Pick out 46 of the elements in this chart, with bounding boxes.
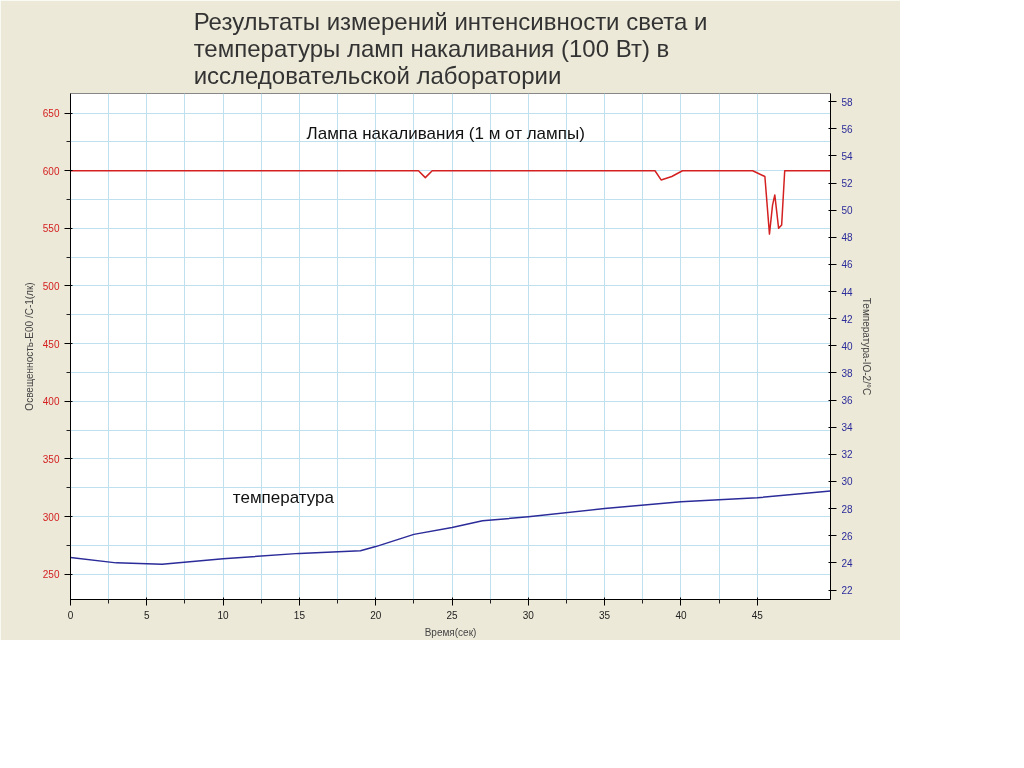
line-series: [70, 490, 831, 565]
x-tick-label: 45: [751, 609, 764, 621]
y-tick-label: 500: [42, 280, 60, 292]
x-tick-label: 15: [293, 609, 306, 621]
y2-tick-label: 40: [841, 340, 854, 352]
y2-tick-label: 48: [841, 232, 854, 244]
y-tick-label: 550: [42, 223, 60, 235]
y2-tick-label: 46: [841, 259, 854, 271]
y2-tick-label: 38: [841, 367, 854, 379]
y2-tick-label: 32: [841, 449, 854, 461]
y2-tick-label: 42: [841, 313, 854, 325]
y-tick-label: 250: [42, 569, 60, 581]
y-tick-label: 600: [42, 165, 60, 177]
text: температура: [232, 487, 335, 507]
y2-tick-label: 50: [841, 205, 854, 217]
y-tick-label: 650: [42, 108, 60, 120]
y2-tick-label: 26: [841, 530, 854, 542]
x-tick-label: 30: [522, 609, 535, 621]
x-tick-label: 35: [599, 609, 611, 621]
y2-tick-label: 34: [841, 422, 854, 434]
y2-tick-label: 28: [841, 503, 854, 515]
x-tick-label: 0: [67, 609, 74, 621]
chart-title: Результаты измерений интенсивности света и температуры ламп накаливания (100 Вт) в исследовательской лаборатории: [193, 7, 708, 89]
y-axis-title: Освещенность-E00 /С-1(лк): [23, 282, 35, 411]
x-axis-title: Время(сек): [424, 626, 477, 638]
y-tick-label: 400: [42, 396, 60, 408]
series-label: Лампа накаливания (1 м от лампы): [306, 123, 585, 143]
y2-tick-label: 24: [841, 557, 854, 569]
y2-axis-title: Температура-IO-2/°C: [860, 297, 872, 396]
x-tick-label: 25: [446, 609, 459, 621]
y-tick-label: 300: [42, 511, 60, 523]
x-tick-label: 5: [144, 609, 151, 621]
line-series: [70, 169, 831, 235]
y2-tick-label: 36: [841, 395, 854, 407]
x-tick-label: 40: [675, 609, 687, 621]
y2-tick-label: 30: [841, 476, 854, 488]
y2-tick-label: 52: [841, 178, 854, 190]
x-tick-label: 10: [217, 609, 230, 621]
y2-tick-label: 22: [841, 585, 854, 596]
y2-tick-label: 54: [841, 150, 854, 162]
x-tick-label: 20: [370, 609, 382, 621]
y2-tick-label: 56: [841, 123, 854, 135]
y2-tick-label: 58: [841, 96, 854, 108]
y2-tick-label: 44: [841, 286, 854, 298]
y-tick-label: 450: [42, 338, 60, 350]
y-tick-label: 350: [42, 453, 60, 465]
